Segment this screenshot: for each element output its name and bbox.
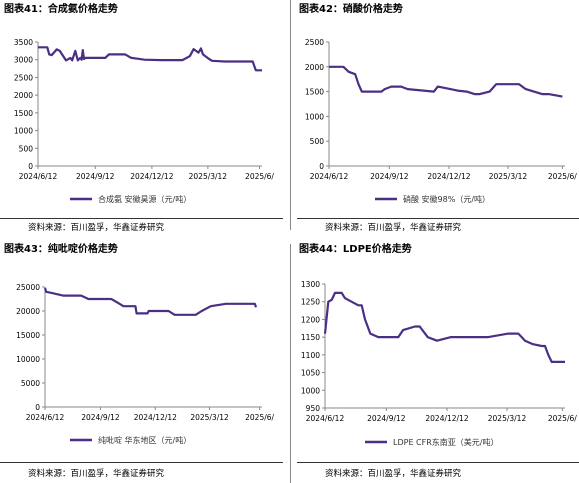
chart-41: 0 500 1000 1500 2000 2500 3000 3500 2024/6/12 202… [14, 38, 275, 204]
chart-title: 图表41：合成氨价格走势 [4, 4, 118, 15]
y-tick-label: 1000 [305, 112, 324, 121]
y-tick-label: 1000 [301, 386, 320, 395]
x-tick-label: 2024/6/12 [19, 172, 58, 181]
chart-title: 图表42：硝酸价格走势 [299, 4, 403, 15]
x-tick-label: 2025/6/ [548, 172, 577, 181]
x-tick-label: 2025/3/12 [189, 172, 228, 181]
x-tick-label: 2024/12/12 [130, 172, 173, 181]
column-divider [290, 0, 291, 230]
y-tick-label: 0 [35, 403, 40, 412]
chart-44: 950 1000 1050 1100 1150 1200 1250 1300 2024/6/12… [301, 280, 577, 447]
x-tick-label: 2025/6/ [245, 172, 274, 181]
chart-panel-41: 图表41：合成氨价格走势 0 500 1000 1500 2000 2500 3000 350… [0, 0, 289, 240]
x-tick-label: 2024/9/12 [370, 172, 409, 181]
legend-label: 合成氨 安徽昊源（元/吨） [98, 194, 191, 204]
x-tick-label: 2024/12/12 [425, 414, 468, 423]
legend-label: 纯吡啶 华东地区（元/吨） [98, 435, 191, 445]
x-tick-label: 2024/9/12 [367, 414, 406, 423]
x-tick-label: 2025/3/12 [488, 414, 527, 423]
x-tick-label: 2025/6/ [245, 413, 274, 422]
chart-43: 0 5000 10000 15000 20000 25000 2024/6/12 2024/9… [16, 283, 274, 445]
y-tick-label: 1100 [301, 351, 320, 360]
x-tick-label: 2025/6/ [548, 414, 577, 423]
y-tick-label: 15000 [16, 331, 40, 340]
x-tick-label: 2025/3/12 [190, 413, 229, 422]
x-tick-label: 2024/6/12 [310, 172, 349, 181]
y-tick-label: 2500 [14, 73, 33, 82]
y-tick-label: 950 [306, 404, 321, 413]
legend-label: 硝酸 安徽98%（元/吨） [403, 194, 490, 204]
y-tick-label: 500 [310, 137, 325, 146]
y-tick-label: 0 [319, 162, 324, 171]
chart-title: 图表44：LDPE价格走势 [299, 244, 412, 255]
x-tick-label: 2024/9/12 [81, 413, 120, 422]
chart-panel-42: 图表42：硝酸价格走势 0 500 1000 1500 2000 2500 2024/6/1… [295, 0, 579, 240]
source-note: 资料来源：百川盈孚，华鑫证券研究 [325, 223, 462, 233]
y-tick-label: 1000 [14, 127, 33, 136]
source-rule [297, 218, 579, 219]
x-tick-label: 2024/12/12 [427, 172, 470, 181]
y-tick-label: 1300 [301, 280, 320, 289]
chart-title: 图表43：纯吡啶价格走势 [4, 244, 118, 255]
y-tick-label: 2000 [14, 91, 33, 100]
y-tick-label: 3500 [14, 38, 33, 47]
source-rule [297, 462, 579, 463]
x-tick-label: 2025/3/12 [489, 172, 528, 181]
y-tick-label: 10000 [16, 355, 40, 364]
y-tick-label: 2500 [305, 38, 324, 47]
series-line [329, 65, 563, 98]
x-tick-label: 2024/9/12 [76, 172, 115, 181]
chart-panel-44: 图表44：LDPE价格走势 950 1000 1050 1100 1150 1200 125… [295, 240, 579, 483]
series-line [38, 46, 262, 72]
y-tick-label: 1250 [301, 298, 320, 307]
y-tick-label: 1150 [301, 333, 320, 342]
chart-42: 0 500 1000 1500 2000 2500 2024/6/12 2024/9/12 20… [305, 38, 577, 204]
y-tick-label: 500 [19, 144, 34, 153]
source-note: 资料来源：百川盈孚，华鑫证券研究 [28, 469, 165, 479]
source-rule [0, 218, 283, 219]
x-tick-label: 2024/6/12 [306, 414, 345, 423]
y-tick-label: 1200 [301, 315, 320, 324]
y-tick-label: 5000 [21, 379, 40, 388]
series-line [43, 287, 258, 316]
y-tick-label: 20000 [16, 307, 40, 316]
y-tick-label: 2000 [305, 63, 324, 72]
chart-panel-43: 图表43：纯吡啶价格走势 0 5000 10000 15000 20000 25000 20… [0, 240, 289, 483]
y-tick-label: 1500 [14, 109, 33, 118]
y-tick-label: 3000 [14, 56, 33, 65]
series-line [323, 291, 565, 364]
source-note: 资料来源：百川盈孚，华鑫证券研究 [325, 469, 462, 479]
x-tick-label: 2024/6/12 [26, 413, 65, 422]
column-divider [290, 244, 291, 483]
source-rule [0, 462, 283, 463]
y-tick-label: 1500 [305, 88, 324, 97]
source-note: 资料来源：百川盈孚，华鑫证券研究 [28, 223, 165, 233]
legend-label: LDPE CFR东南亚（美元/吨） [393, 437, 498, 447]
x-tick-label: 2024/12/12 [134, 413, 177, 422]
y-tick-label: 0 [28, 162, 33, 171]
y-tick-label: 25000 [16, 283, 40, 292]
y-tick-label: 1050 [301, 369, 320, 378]
